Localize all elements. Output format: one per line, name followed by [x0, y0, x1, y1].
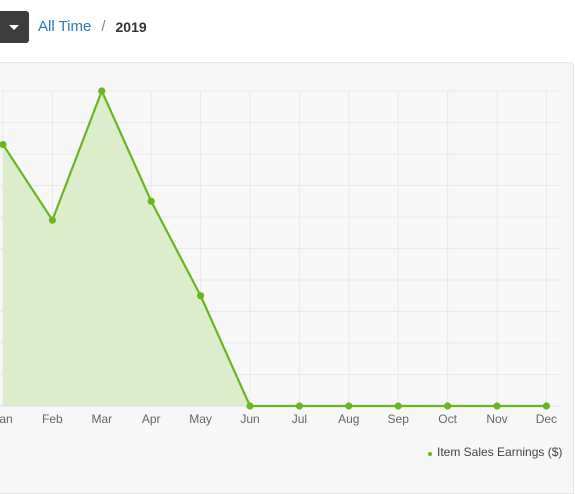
- caret-down-icon: [9, 25, 19, 30]
- data-point: [394, 402, 402, 410]
- data-point: [295, 402, 303, 410]
- data-point: [444, 402, 452, 410]
- x-tick-label: Jan: [0, 412, 13, 426]
- legend-marker: [428, 452, 432, 456]
- data-point: [147, 197, 155, 205]
- x-tick-label: Jun: [240, 412, 259, 426]
- dropdown-toggle-button[interactable]: [0, 11, 29, 43]
- x-tick-label: Dec: [536, 412, 557, 426]
- data-point: [197, 292, 205, 300]
- earnings-chart-panel: Jan Feb Mar Apr May Jun Jul Aug Sep Oct Nov Dec Item…: [0, 62, 574, 494]
- data-point: [0, 140, 7, 149]
- data-point: [48, 216, 57, 224]
- data-point: [246, 402, 254, 410]
- x-tick-label: Aug: [338, 412, 359, 426]
- data-point: [345, 402, 353, 410]
- earnings-chart: Jan Feb Mar Apr May Jun Jul Aug Sep Oct Nov Dec Item…: [0, 87, 562, 459]
- data-point: [493, 402, 501, 410]
- legend-label: Item Sales Earnings ($): [437, 445, 562, 459]
- data-point: [98, 87, 106, 95]
- breadcrumb: All Time / 2019: [38, 18, 147, 36]
- x-tick-label: Nov: [486, 412, 507, 426]
- x-tick-label: Sep: [388, 412, 410, 426]
- x-tick-label: Feb: [42, 412, 63, 426]
- x-tick-label: May: [189, 412, 212, 426]
- x-tick-label: Apr: [142, 412, 161, 426]
- breadcrumb-separator: /: [101, 18, 106, 35]
- data-point: [542, 402, 551, 410]
- breadcrumb-current-year: 2019: [115, 19, 147, 35]
- breadcrumb-all-time-link[interactable]: All Time: [38, 18, 92, 35]
- series-area: [3, 91, 547, 406]
- x-tick-label: Oct: [438, 412, 457, 426]
- x-tick-label: Mar: [91, 412, 112, 426]
- series-line: [2, 89, 547, 408]
- x-tick-label: Jul: [292, 412, 307, 426]
